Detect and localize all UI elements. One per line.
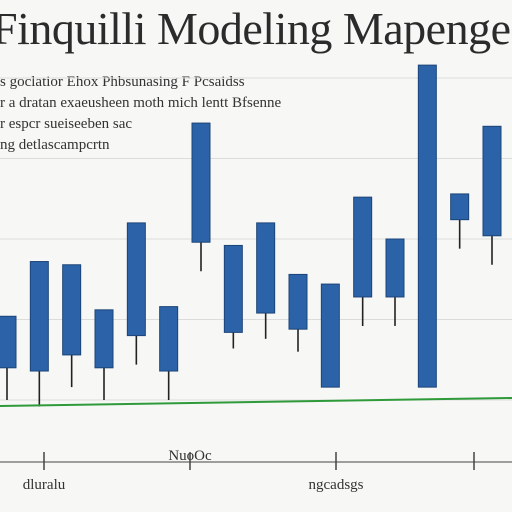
candle-2: [62, 264, 82, 388]
candle-body: [385, 238, 405, 298]
x-tick-label-0: dluralu: [23, 477, 66, 493]
candle-body: [288, 273, 308, 330]
candles: [0, 64, 502, 407]
candle-6: [191, 122, 211, 272]
candle-body: [256, 222, 276, 314]
legend-line: ng detlascampcrtn: [0, 137, 110, 153]
candle-body: [94, 309, 114, 369]
candle-body: [159, 306, 179, 372]
baseline: [0, 397, 512, 407]
candle-0: [0, 315, 17, 400]
candle-4: [126, 222, 146, 365]
candle-12: [385, 238, 405, 326]
legend-line: r espcr sueiseeben sac: [0, 116, 133, 132]
candle-15: [482, 125, 502, 265]
candle-1: [29, 261, 49, 407]
candle-5: [159, 306, 179, 400]
candle-body: [482, 125, 502, 237]
candle-body: [191, 122, 211, 243]
candle-body: [62, 264, 82, 356]
candle-10: [320, 283, 340, 388]
candle-7: [223, 244, 243, 349]
candle-11: [353, 196, 373, 326]
candle-3: [94, 309, 114, 400]
candle-body: [450, 193, 470, 221]
candle-body: [353, 196, 373, 298]
x-axis: [0, 452, 512, 470]
candle-9: [288, 273, 308, 352]
candle-13: [417, 64, 437, 388]
candle-body: [417, 64, 437, 388]
chart-title: Finquilli Modeling Mapenge: [0, 4, 511, 54]
x-tick-label-1: NuoOc: [168, 448, 212, 464]
candle-body: [29, 261, 49, 372]
x-tick-label-2: ngcadsgs: [309, 477, 364, 493]
candle-body: [0, 315, 17, 369]
candle-body: [223, 244, 243, 333]
candle-8: [256, 222, 276, 339]
candle-14: [450, 193, 470, 249]
candle-body: [320, 283, 340, 388]
candle-body: [126, 222, 146, 337]
legend-line: r a dratan exaeusheen moth mich lentt Bf…: [0, 95, 282, 111]
